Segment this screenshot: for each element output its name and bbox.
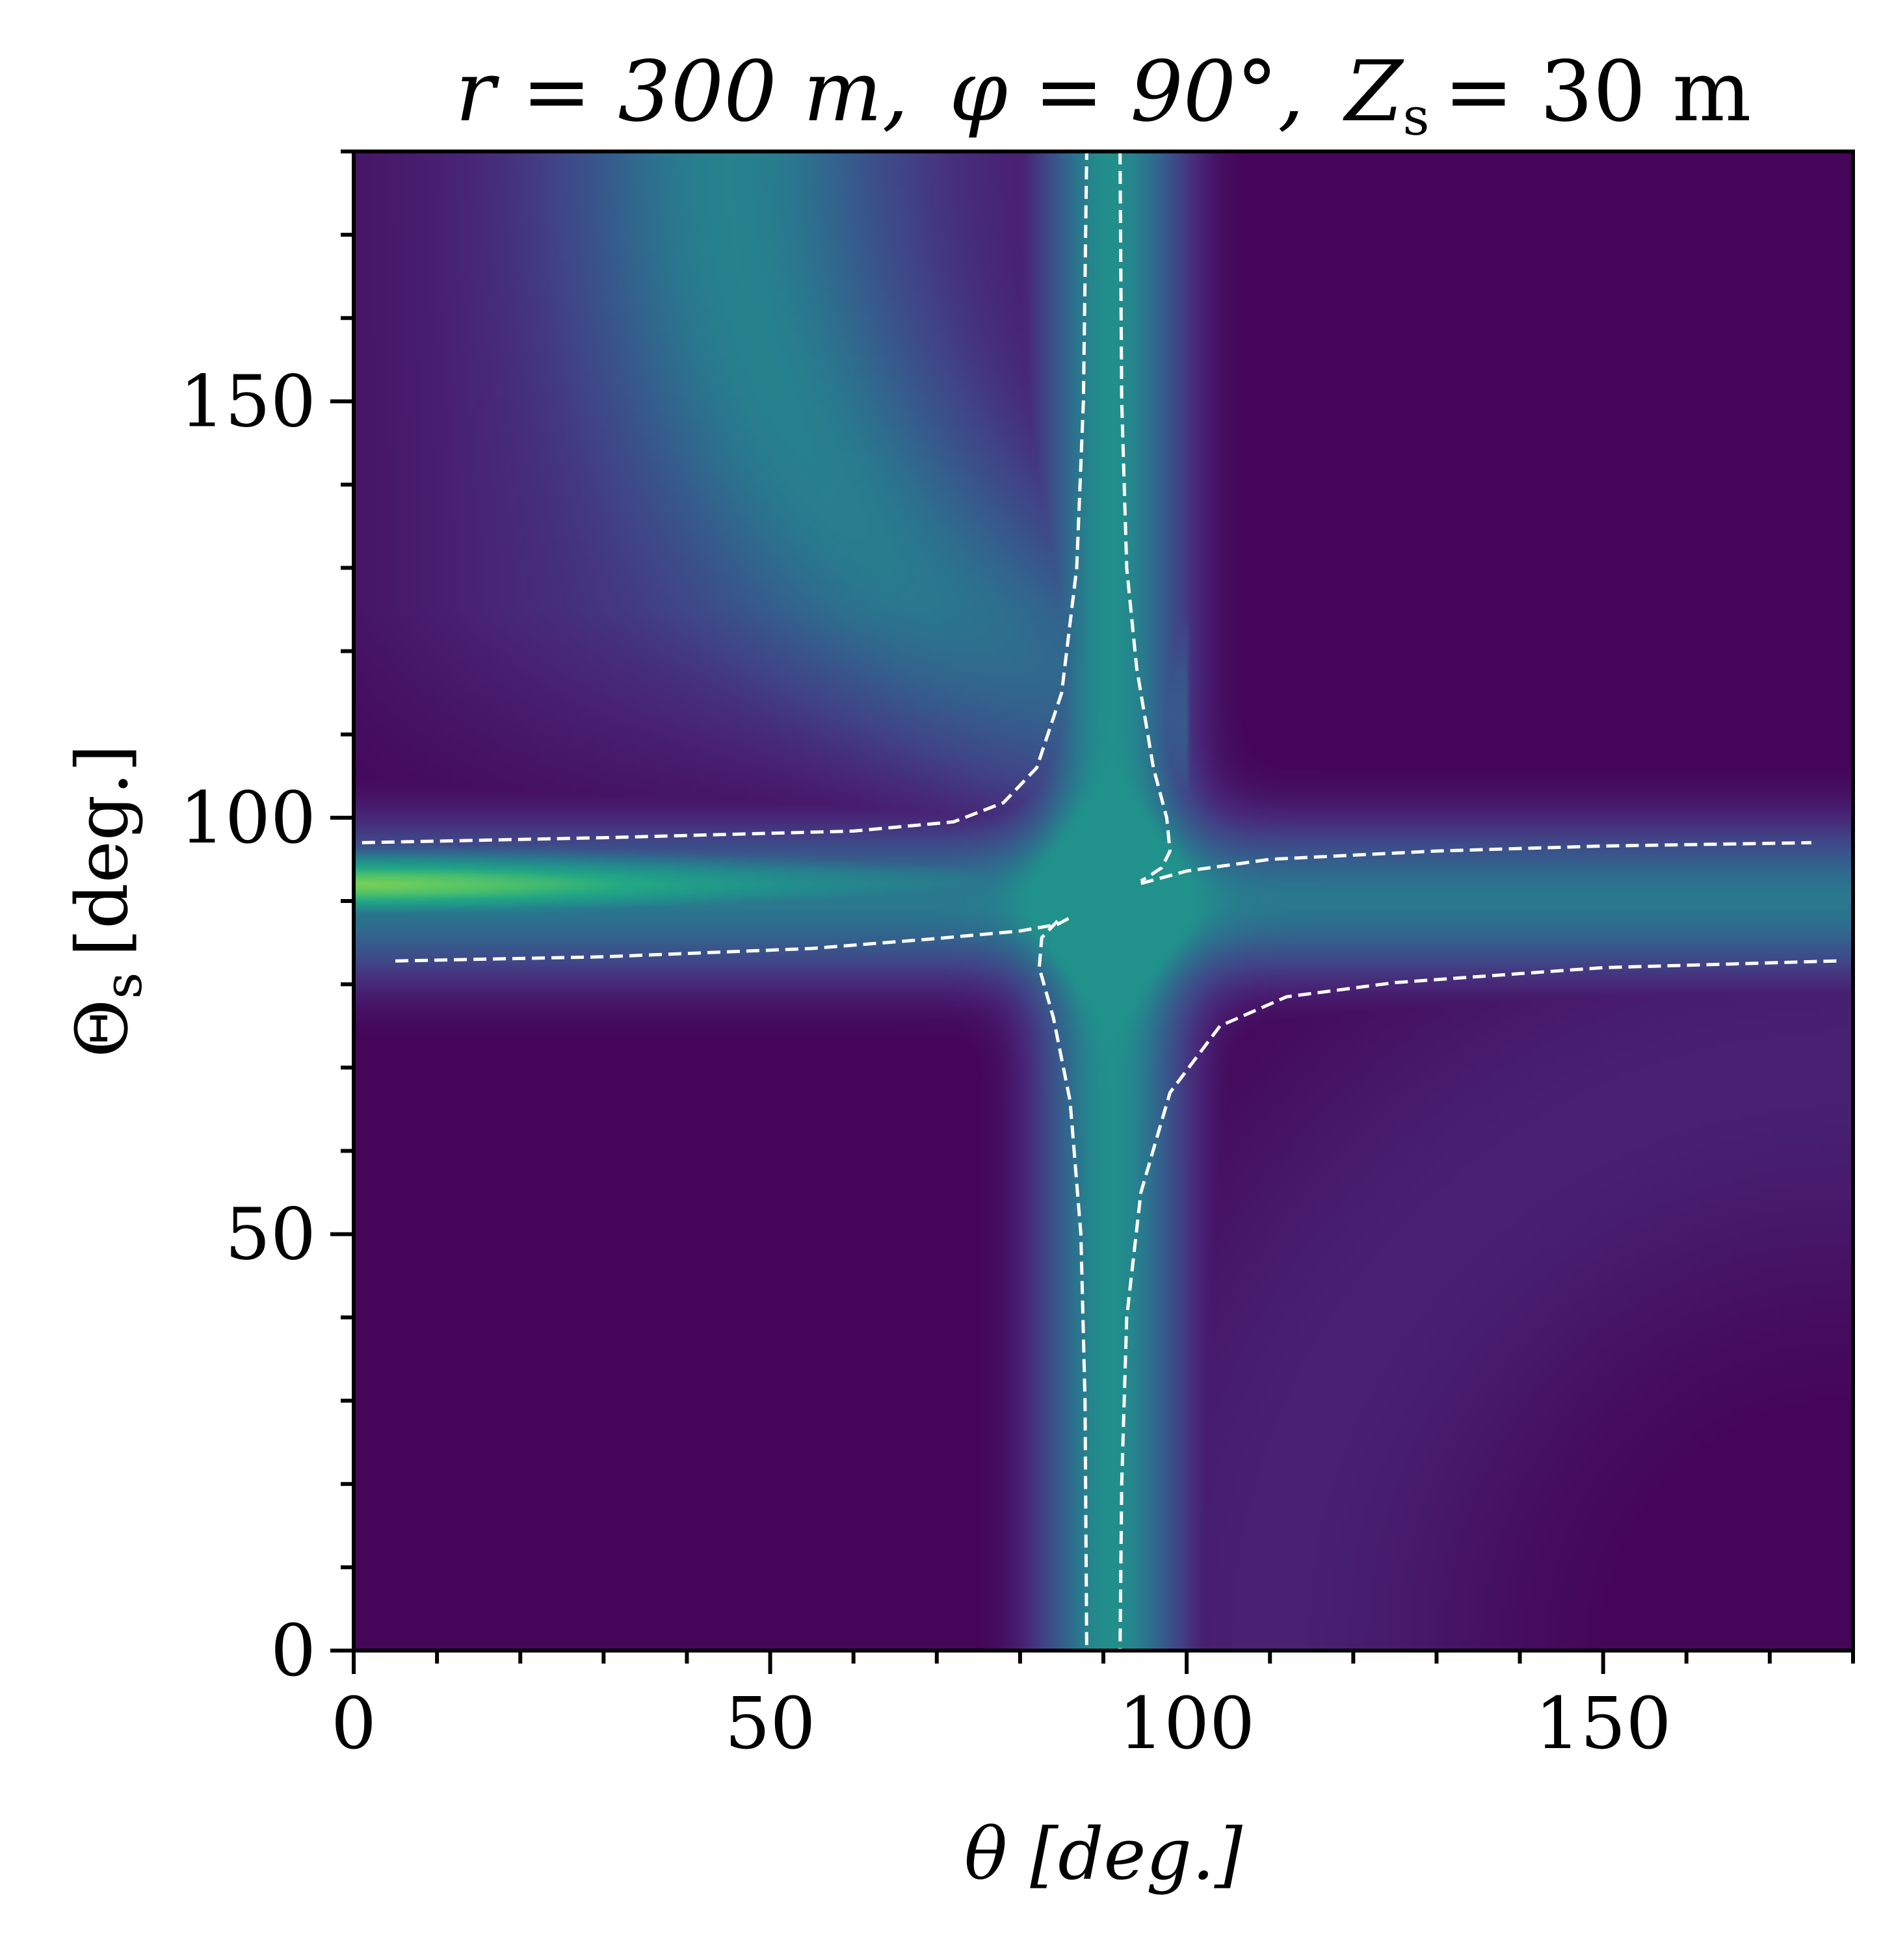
y-label-part-1: Θ [60,999,144,1058]
y-label-part-3: [deg.] [60,744,144,957]
y-tick-label: 100 [179,776,316,859]
x-tick-label: 0 [331,1682,376,1765]
y-axis-label: Θs [deg.] [60,744,153,1058]
contour-lower-right-branch [1118,959,1837,1651]
y-tick-label: 150 [179,359,316,443]
y-axis: 0 50 100 150 [179,150,354,1692]
x-axis: 0 50 100 150 [331,1651,1855,1765]
title-part-2: φ = 90°, [949,44,1304,140]
title-part-4: s [1403,86,1430,147]
contour-lower-right [1140,841,1811,885]
x-tick-label: 50 [725,1682,816,1765]
plot-area [352,150,1855,1653]
y-tick-label: 50 [225,1192,316,1275]
y-label-part-2: s [93,973,153,999]
contour-upper-right [1118,151,1172,883]
contour-lower-middle [1037,919,1088,1651]
x-tick-label: 100 [1118,1682,1255,1765]
contour-lower-left [395,916,1071,963]
chart-title: r = 300 m, φ = 90°, Zs = 30 m [456,44,1752,147]
title-part-3: Z [1343,44,1404,140]
heatmap-field [354,151,1853,1651]
y-tick-label: 0 [270,1609,316,1692]
title-part-5: = 30 m [1444,44,1752,140]
contour-upper-left [362,151,1088,844]
title-part-1: r = 300 m, [456,44,909,140]
x-tick-label: 150 [1535,1682,1672,1765]
contour-lines [362,151,1837,1651]
x-axis-label: θ [deg.] [964,1812,1243,1896]
